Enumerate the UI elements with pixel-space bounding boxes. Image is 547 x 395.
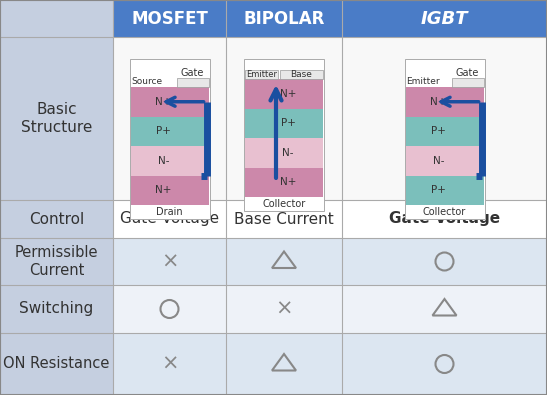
Bar <box>0 0 113 37</box>
Bar <box>131 146 208 175</box>
Bar <box>245 70 278 79</box>
Bar <box>405 146 484 175</box>
Bar <box>0 37 113 200</box>
Bar <box>226 200 342 238</box>
Text: Emitter: Emitter <box>406 77 440 86</box>
Text: Control: Control <box>29 211 84 226</box>
Text: IGBT: IGBT <box>421 9 468 28</box>
Bar <box>113 333 226 395</box>
Bar <box>342 200 547 238</box>
Text: Gate: Gate <box>181 68 204 78</box>
Text: Switching: Switching <box>19 301 94 316</box>
Text: Gate Voltage: Gate Voltage <box>389 211 500 226</box>
Text: Permissible
Current: Permissible Current <box>15 245 98 278</box>
Bar <box>0 285 113 333</box>
Bar <box>245 79 323 109</box>
Text: N+: N+ <box>430 97 447 107</box>
Text: Collector: Collector <box>423 207 466 217</box>
Text: ×: × <box>161 252 178 271</box>
Bar <box>245 109 323 138</box>
Text: ON Resistance: ON Resistance <box>3 357 110 372</box>
Bar <box>226 37 342 200</box>
Text: MOSFET: MOSFET <box>131 9 208 28</box>
Bar <box>226 285 342 333</box>
Text: BIPOLAR: BIPOLAR <box>243 9 325 28</box>
Text: P+: P+ <box>431 185 446 195</box>
Text: P+: P+ <box>431 126 446 136</box>
Text: Emitter: Emitter <box>246 70 277 79</box>
Bar <box>113 37 226 200</box>
Bar <box>342 333 547 395</box>
Text: Drain: Drain <box>156 207 183 217</box>
Text: N+: N+ <box>155 185 172 195</box>
Text: Gate: Gate <box>456 68 479 78</box>
Bar <box>342 285 547 333</box>
Text: P+: P+ <box>281 118 295 128</box>
Bar <box>131 117 208 146</box>
Bar <box>245 167 323 197</box>
Text: Gate Voltage: Gate Voltage <box>120 211 219 226</box>
Bar <box>245 138 323 167</box>
Bar <box>113 238 226 285</box>
Bar <box>342 0 547 37</box>
Text: N+: N+ <box>280 177 296 187</box>
Bar <box>405 117 484 146</box>
Text: N-: N- <box>158 156 169 166</box>
Bar <box>0 200 113 238</box>
Text: N+: N+ <box>155 97 172 107</box>
Bar <box>177 78 208 87</box>
Text: N+: N+ <box>280 89 296 99</box>
Bar <box>130 59 210 219</box>
Text: Source: Source <box>131 77 162 86</box>
Text: Basic
Structure: Basic Structure <box>21 102 92 135</box>
Bar <box>131 175 208 205</box>
Bar <box>226 238 342 285</box>
Bar <box>244 59 324 211</box>
Bar <box>342 238 547 285</box>
Bar <box>226 0 342 37</box>
Bar <box>113 200 226 238</box>
Bar <box>131 87 208 117</box>
Text: P+: P+ <box>156 126 171 136</box>
Text: N-: N- <box>282 148 294 158</box>
Text: Collector: Collector <box>263 199 306 209</box>
Text: Base: Base <box>290 70 312 79</box>
Bar <box>0 333 113 395</box>
Bar <box>280 70 323 79</box>
Text: Base Current: Base Current <box>234 211 334 226</box>
Bar <box>405 175 484 205</box>
Bar <box>113 0 226 37</box>
Text: ×: × <box>275 299 293 319</box>
Bar <box>342 37 547 200</box>
Text: ×: × <box>161 354 178 374</box>
Bar <box>0 238 113 285</box>
Bar <box>404 59 485 219</box>
Bar <box>113 285 226 333</box>
Text: N-: N- <box>433 156 444 166</box>
Bar <box>226 333 342 395</box>
Bar <box>451 78 484 87</box>
Bar <box>405 87 484 117</box>
